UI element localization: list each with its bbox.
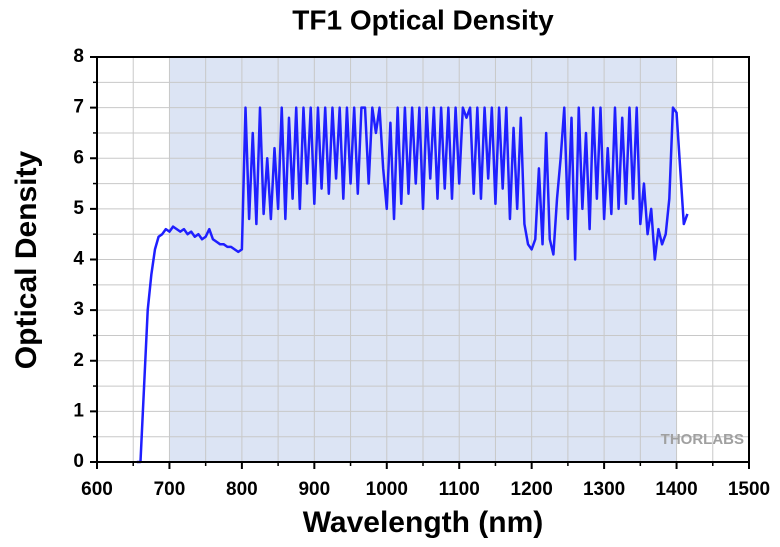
data-line xyxy=(136,106,689,464)
x-axis-label: Wavelength (nm) xyxy=(303,506,544,539)
x-tick-label: 600 xyxy=(81,479,113,500)
y-axis-label: Optical Density xyxy=(10,150,43,369)
x-tick-label: 1500 xyxy=(728,479,770,500)
y-tick-label: 1 xyxy=(73,400,84,421)
x-tick-label: 1400 xyxy=(655,479,697,500)
y-tick-label: 3 xyxy=(73,299,84,320)
x-tick-label: 1200 xyxy=(511,479,553,500)
y-tick-label: 7 xyxy=(73,97,84,118)
x-tick-label: 1100 xyxy=(439,479,480,500)
x-tick-label: 1300 xyxy=(583,479,625,500)
x-tick-label: 800 xyxy=(226,479,258,500)
x-tick-label: 700 xyxy=(154,479,186,500)
watermark: THORLABS xyxy=(661,431,744,448)
y-tick-label: 8 xyxy=(73,46,84,67)
y-tick-label: 2 xyxy=(73,350,84,371)
y-tick-label: 4 xyxy=(73,249,84,270)
y-tick-label: 5 xyxy=(73,198,84,219)
y-tick-label: 6 xyxy=(73,147,84,168)
x-tick-label: 1000 xyxy=(366,479,408,500)
chart-title: TF1 Optical Density xyxy=(292,4,554,35)
y-tick-label: 0 xyxy=(73,451,84,472)
x-tick-label: 900 xyxy=(298,479,330,500)
